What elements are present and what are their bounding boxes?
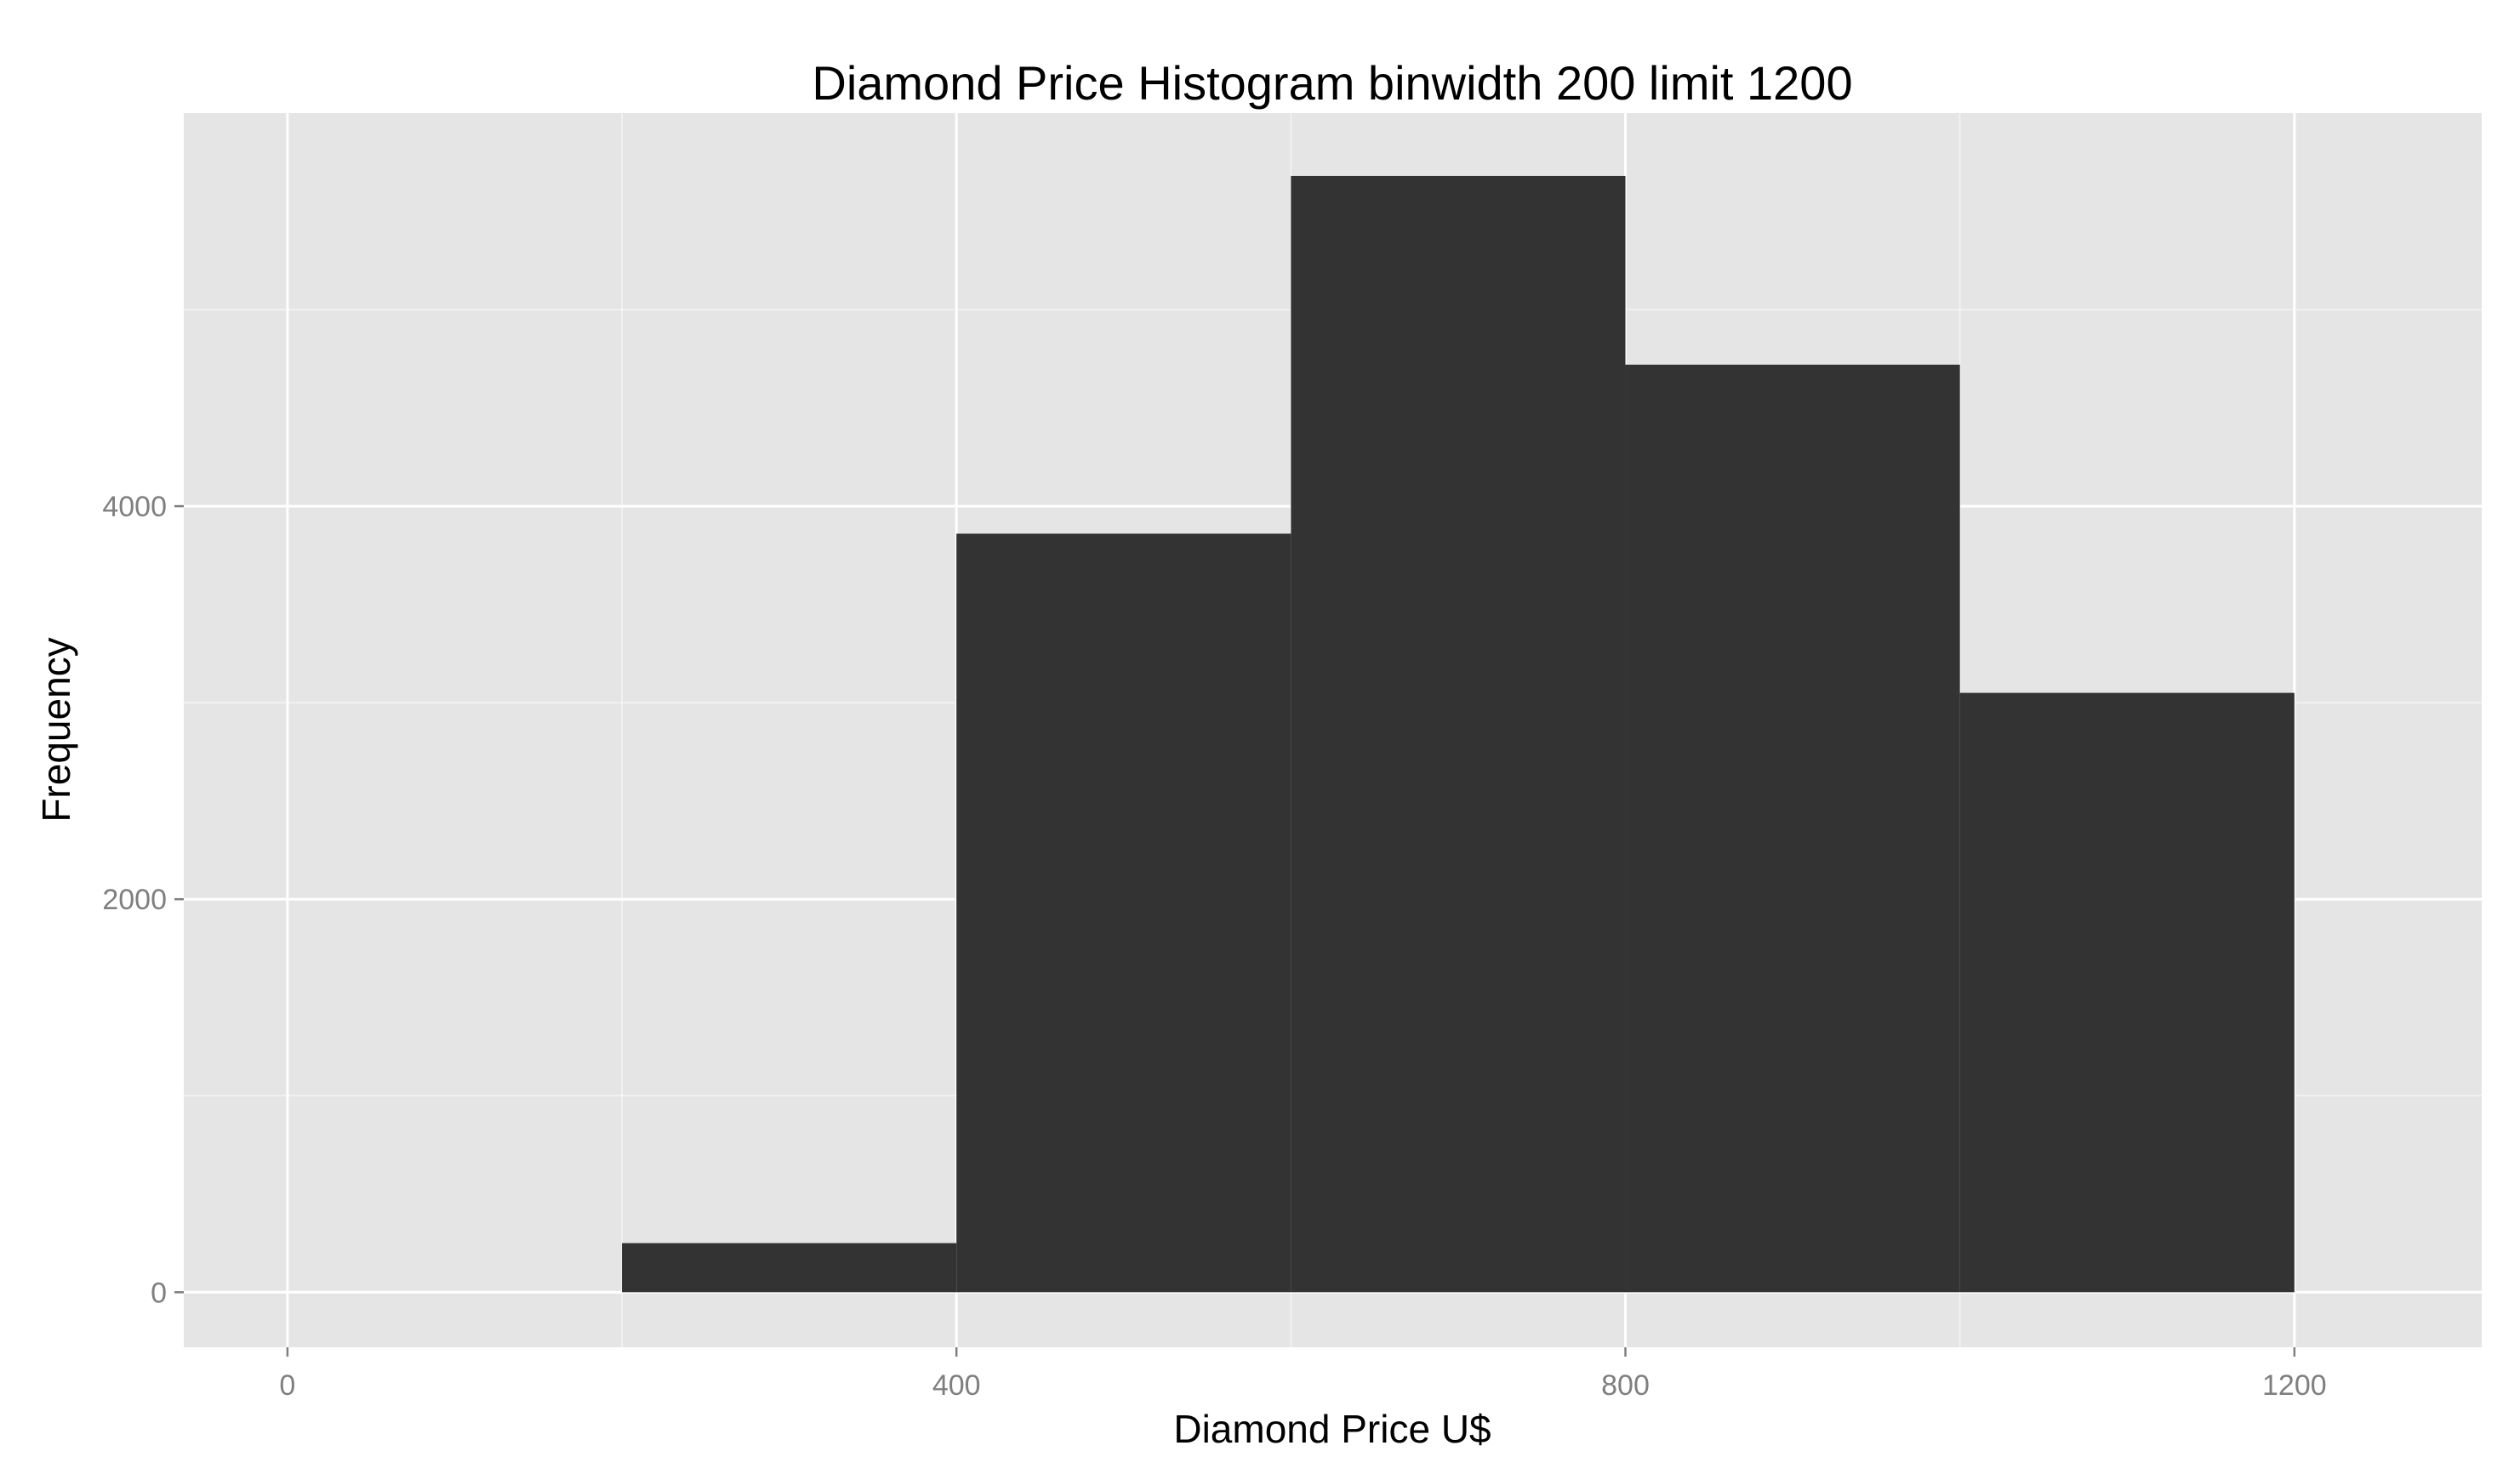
axis-ticks <box>174 504 2296 1357</box>
y-tick-label-2: 4000 <box>102 491 167 523</box>
histogram-bars <box>622 175 2295 1293</box>
x-tick-label-2: 800 <box>1601 1369 1650 1402</box>
x-axis-title: Diamond Price U$ <box>1173 1407 1491 1451</box>
histogram-bar-1 <box>956 533 1291 1293</box>
histogram-bar-2 <box>1291 175 1626 1293</box>
y-tick-label-1: 2000 <box>102 884 167 916</box>
chart-title: Diamond Price Histogram binwidth 200 lim… <box>812 56 1852 110</box>
axis-tick-labels: 0 400 800 1200 0 2000 4000 <box>102 491 2326 1402</box>
x-tick-label-3: 1200 <box>2262 1369 2327 1402</box>
y-axis-title: Frequency <box>34 637 78 822</box>
histogram-bar-0 <box>622 1243 957 1293</box>
x-tick-label-1: 400 <box>932 1369 981 1402</box>
histogram-bar-3 <box>1625 364 1960 1293</box>
histogram-bar-4 <box>1959 692 2295 1293</box>
y-tick-label-0: 0 <box>151 1277 167 1309</box>
x-tick-label-0: 0 <box>279 1369 295 1402</box>
